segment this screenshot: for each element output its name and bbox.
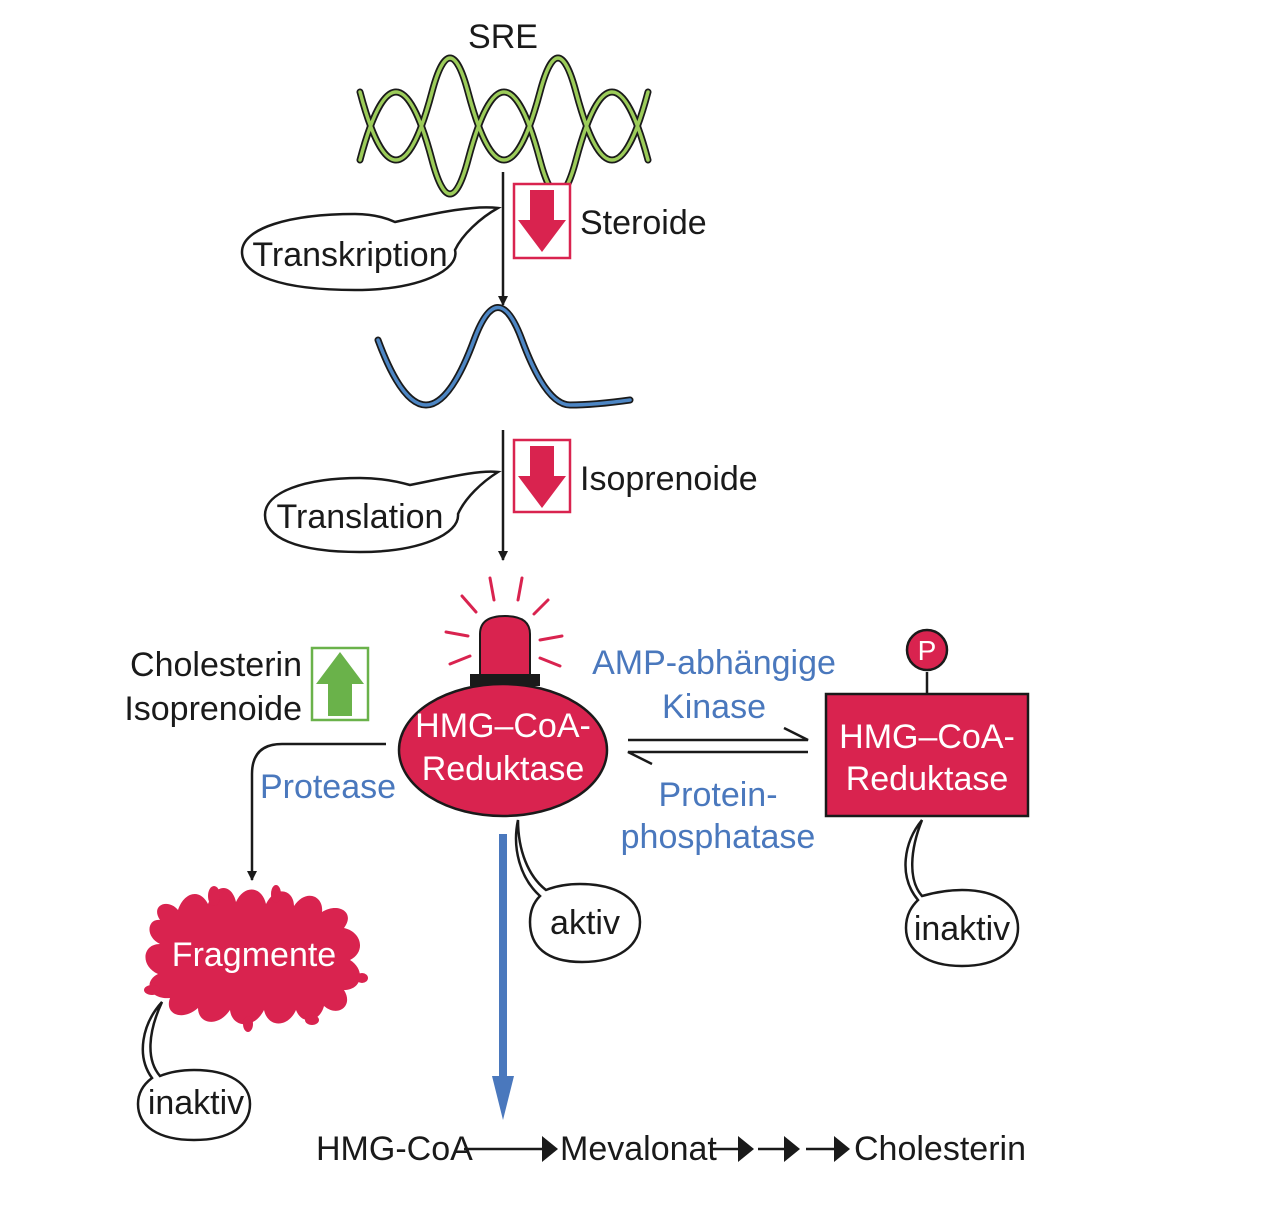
equilibrium-arrows [627, 726, 809, 766]
aktiv-bubble [514, 819, 642, 964]
protease-arrow [247, 742, 386, 881]
steroide-label: Steroide [580, 204, 707, 242]
isoprenoide-activator-label: Isoprenoide [124, 690, 302, 728]
inaktiv-right-label: inaktiv [914, 910, 1010, 948]
hmg-coa-reductase-active [397, 682, 609, 818]
pathway-cholesterin: Cholesterin [854, 1130, 1026, 1168]
phosphatase-label-line1: Protein- [658, 776, 777, 814]
alarm-light-icon [444, 576, 564, 686]
activation-up-icon [310, 646, 370, 722]
pathway-mevalonat: Mevalonat [560, 1130, 717, 1168]
hmg-inactive-line1: HMG–CoA- [839, 718, 1015, 756]
kinase-label-line1: AMP-abhängige [592, 644, 836, 682]
fragmente-label: Fragmente [172, 936, 336, 974]
sre-label: SRE [468, 18, 538, 56]
fragmente-blob [145, 888, 361, 1025]
pathway-hmgcoa: HMG-CoA [316, 1130, 473, 1168]
catalysis-arrow [492, 834, 514, 1120]
inaktiv-left-label: inaktiv [148, 1084, 244, 1122]
inaktiv-left-bubble [136, 1001, 252, 1142]
steroide-inhibition-icon [512, 182, 572, 260]
protease-label: Protease [260, 768, 396, 806]
hmg-coa-reductase-inactive [824, 692, 1030, 818]
phosphate-group [905, 628, 949, 672]
fragment-pieces [144, 885, 368, 1032]
transkription-bubble [240, 206, 502, 292]
phosphatase-label-line2: phosphatase [621, 818, 816, 856]
translation-label: Translation [277, 498, 444, 536]
mrna-strand [374, 304, 634, 409]
inaktiv-right-bubble [904, 819, 1020, 968]
aktiv-label: aktiv [550, 904, 620, 942]
transkription-label: Transkription [252, 236, 447, 274]
hmg-active-line2: Reduktase [422, 750, 585, 788]
translation-bubble [263, 470, 502, 554]
cholesterin-activator-label: Cholesterin [130, 646, 302, 684]
phosphate-label: P [918, 635, 937, 666]
hmg-active-line1: HMG–CoA- [415, 707, 591, 745]
kinase-label-line2: Kinase [662, 688, 766, 726]
isoprenoide-inhibition-icon [512, 438, 572, 514]
hmg-inactive-line2: Reduktase [846, 760, 1009, 798]
dna-helix [356, 54, 652, 198]
isoprenoide-inhibitor-label: Isoprenoide [580, 460, 758, 498]
